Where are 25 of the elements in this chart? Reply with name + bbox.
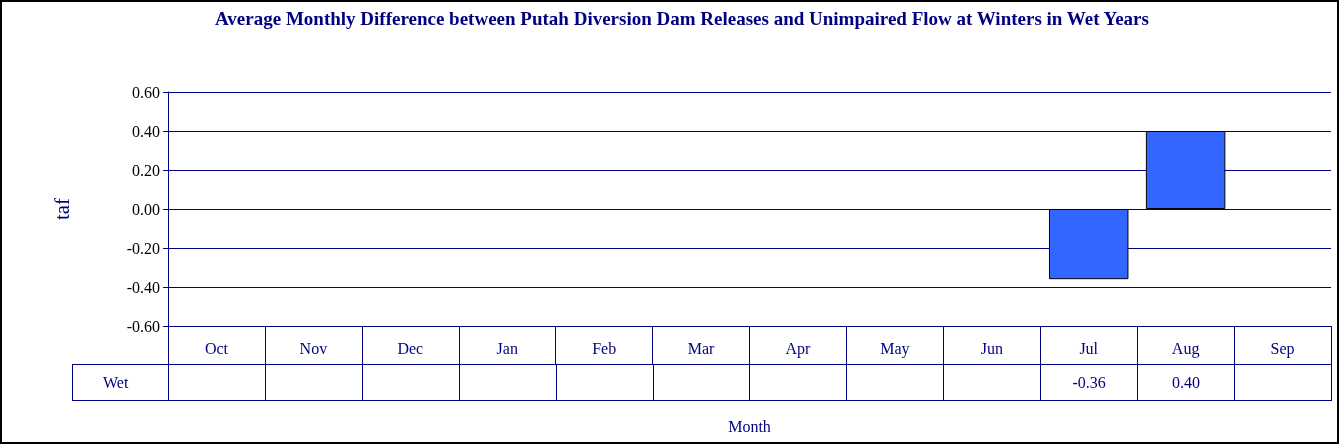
y-tick-label: 0.60 xyxy=(132,83,160,101)
x-tick-label: Feb xyxy=(592,339,617,357)
y-tick-label: -0.40 xyxy=(126,278,160,296)
data-label: -0.36 xyxy=(1040,364,1138,401)
y-tick-label: -0.20 xyxy=(126,239,160,257)
x-tick-label: Apr xyxy=(785,339,812,358)
y-tick-label: 0.40 xyxy=(132,122,160,140)
y-axis-title: taf xyxy=(49,197,74,221)
y-tick-label: -0.60 xyxy=(126,317,160,335)
text: Wet xyxy=(72,364,169,401)
x-tick-label: May xyxy=(880,339,910,358)
x-tick-label: Jan xyxy=(496,339,518,357)
x-tick-label: Sep xyxy=(1270,339,1295,358)
x-axis-title: Month xyxy=(728,417,771,435)
y-tick-label: 0.20 xyxy=(132,161,160,179)
data-label: 0.40 xyxy=(1137,364,1235,401)
x-tick-label: Nov xyxy=(299,339,328,357)
x-tick-label: Oct xyxy=(204,339,229,357)
x-tick-label: Mar xyxy=(687,339,716,357)
x-tick-label: Jul xyxy=(1079,339,1099,357)
x-tick-label: Jun xyxy=(980,339,1003,357)
x-tick-label: Aug xyxy=(1171,339,1200,358)
y-tick-label: 0.00 xyxy=(132,200,160,218)
chart-title: Average Monthly Difference between Putah Diversion Dam Releases and Unimpaired Flow at Winters in Wet Years xyxy=(214,7,1150,31)
x-tick-label: Dec xyxy=(397,339,424,357)
